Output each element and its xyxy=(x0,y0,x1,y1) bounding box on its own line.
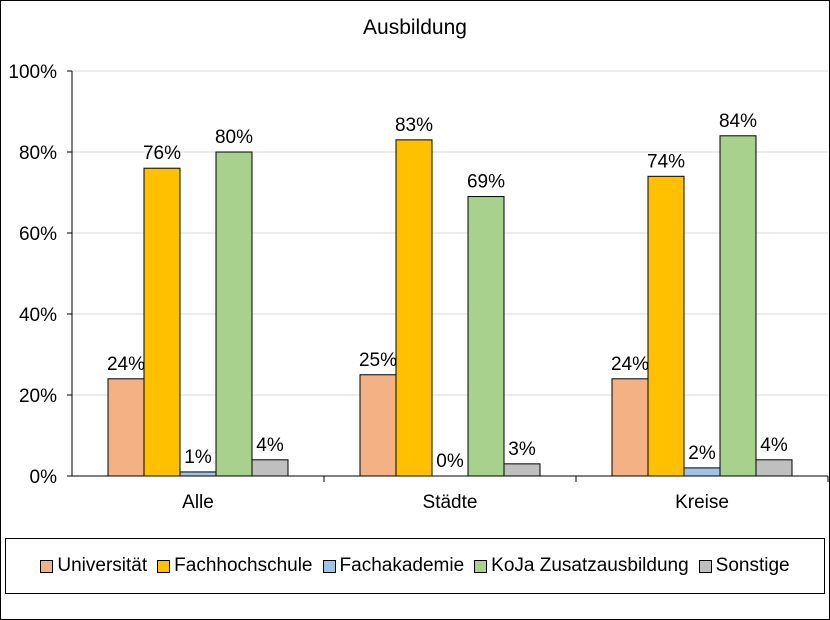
legend-item: Sonstige xyxy=(698,555,790,577)
y-tick-label: 0% xyxy=(30,467,58,488)
legend-item: Universität xyxy=(40,555,147,577)
data-label: 1% xyxy=(184,447,212,468)
gridlines xyxy=(72,70,828,396)
y-tick-label: 20% xyxy=(19,386,57,407)
bar xyxy=(107,378,145,477)
data-label: 76% xyxy=(143,143,181,164)
legend-item: Fachakademie xyxy=(322,555,465,577)
legend-swatch xyxy=(40,559,54,573)
legend-label: Fachhochschule xyxy=(174,555,313,576)
y-tick-label: 40% xyxy=(19,305,57,326)
legend-swatch xyxy=(322,559,336,573)
bar xyxy=(143,167,181,477)
data-labels: 24% 76% 1% 80% 4% 25% 83% 0% 69% 3% 24% 74% 2% 84% 4% xyxy=(107,111,788,472)
legend-item: Fachhochschule xyxy=(157,555,313,577)
bar xyxy=(359,374,397,477)
bar xyxy=(611,378,649,477)
legend-label: Universität xyxy=(57,555,148,576)
data-label: 84% xyxy=(719,111,757,132)
legend-label: Fachakademie xyxy=(339,555,465,576)
data-label: 0% xyxy=(436,451,464,472)
x-category-label: Alle xyxy=(182,492,214,513)
bar xyxy=(503,463,541,477)
legend-label: Sonstige xyxy=(715,555,790,576)
y-tick-label: 100% xyxy=(8,62,57,83)
data-label: 80% xyxy=(215,127,253,148)
y-axis: 0% 20% 40% 60% 80% 100% xyxy=(8,62,73,488)
x-category-label: Städte xyxy=(423,492,478,513)
bar xyxy=(179,471,217,477)
data-label: 83% xyxy=(395,115,433,136)
legend-label: KoJa Zusatzausbildung xyxy=(491,555,689,576)
data-label: 3% xyxy=(508,439,536,460)
x-axis: Alle Städte Kreise xyxy=(72,475,829,513)
legend-swatch xyxy=(698,559,712,573)
bar xyxy=(251,459,289,477)
data-label: 2% xyxy=(688,443,716,464)
bar xyxy=(467,196,505,477)
bar xyxy=(755,459,793,477)
bar xyxy=(647,175,685,477)
legend-item: KoJa Zusatzausbildung xyxy=(474,555,689,577)
bar xyxy=(719,135,757,477)
bars xyxy=(107,135,793,477)
data-label: 69% xyxy=(467,172,505,193)
data-label: 74% xyxy=(647,151,685,172)
bar xyxy=(683,467,721,477)
x-category-label: Kreise xyxy=(675,492,729,513)
legend-swatch xyxy=(474,559,488,573)
y-tick-label: 60% xyxy=(19,224,57,245)
data-label: 25% xyxy=(359,350,397,371)
legend-swatch xyxy=(157,559,171,573)
data-label: 24% xyxy=(107,354,145,375)
bar xyxy=(215,151,253,477)
y-tick-label: 80% xyxy=(19,143,57,164)
data-label: 4% xyxy=(760,435,788,456)
data-label: 24% xyxy=(611,354,649,375)
legend: Universität Fachhochschule Fachakademie KoJ… xyxy=(5,538,825,594)
data-label: 4% xyxy=(256,435,284,456)
bar xyxy=(395,139,433,477)
chart-title: Ausbildung xyxy=(363,16,467,39)
